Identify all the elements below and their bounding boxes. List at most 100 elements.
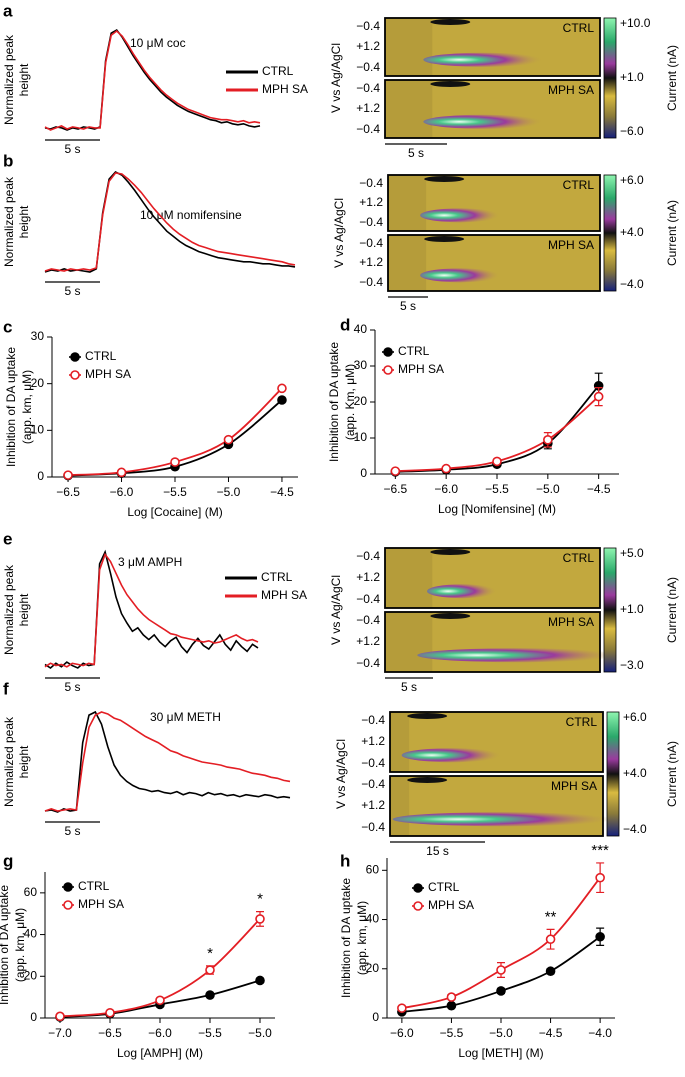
y-tick-label: −0.4 [356,613,380,627]
data-point [223,434,234,445]
x-tick-label: −5.5 [198,1026,222,1040]
data-point [441,463,451,474]
x-tick-label: −6.0 [110,485,134,499]
y-tick-label: −0.4 [361,756,385,770]
legend-label: MPH SA [261,588,307,602]
colorbar [603,174,617,292]
data-point [545,934,556,945]
x-tick-label: −6.0 [148,1026,172,1040]
y-tick-label: −0.4 [356,549,380,563]
data-point [55,1011,65,1022]
y-tick-label: −0.4 [359,176,383,190]
y-tick-label: +1.2 [356,39,380,53]
data-point [105,1007,115,1018]
data-point [205,965,215,975]
colorbar-label: −4.0 [620,277,644,291]
heatmap-panel-label: CTRL [563,21,595,35]
y-tick-label: −0.4 [356,122,380,136]
legend-marker [383,365,393,375]
data-point [63,470,73,480]
y-axis-label: height [17,205,31,238]
trace-line [44,711,291,812]
y-tick-label: 20 [24,968,38,982]
colorbar-label: +1.0 [620,70,644,84]
y-tick-label: −0.4 [359,236,383,250]
y-tick-label: 20 [354,394,368,408]
scale-bar-label: 5 s [64,680,80,694]
heatmap-blob [392,812,613,827]
legend-marker [383,347,393,357]
x-tick-label: −5.0 [489,1026,513,1040]
colorbar-title: Current (nA) [665,200,679,266]
y-tick-label: 10 [354,430,368,444]
trace-title: 10 μM coc [130,36,186,50]
trace-title: 10 μM nomifensine [140,208,242,222]
colorbar-label: −4.0 [623,822,647,836]
x-tick-label: −6.5 [56,485,80,499]
heatmap-background [390,712,603,772]
y-tick-label: −0.4 [356,19,380,33]
y-tick-label: 40 [366,912,380,926]
scale-bar-label: 5 s [401,680,417,694]
x-tick-label: −5.5 [163,485,187,499]
colorbar [603,17,617,139]
colorbar [606,711,620,837]
y-tick-label: 60 [24,885,38,899]
data-point [595,872,605,883]
colorbar-label: +4.0 [623,766,647,780]
heatmap-pre-region [390,776,410,836]
heatmap-blob [423,114,544,129]
x-tick-label: −6.5 [98,1026,122,1040]
x-tick-label: −6.0 [434,482,458,496]
heatmap-pre-region [385,18,433,76]
scale-bar-label: 5 s [64,142,80,156]
heatmap-blob [401,748,502,763]
heatmap-panel-label: CTRL [563,178,595,192]
panel-letter: d [340,315,350,334]
panel-letter: h [340,851,350,870]
data-point [595,931,605,942]
panel-letter: g [3,851,13,870]
y-tick-label: 0 [360,466,367,480]
heatmap-blob [417,648,618,663]
y-tick-label: 20 [366,961,380,975]
x-axis-label: Log [Nomifensine] (M) [438,502,556,516]
legend-label: CTRL [262,64,294,78]
data-point [155,995,165,1006]
y-tick-label: 0 [30,1010,37,1024]
colorbar-label: −3.0 [620,658,644,672]
heatmap-panel-label: MPH SA [551,779,597,793]
x-tick-label: −5.0 [536,482,560,496]
y-tick-label: −0.4 [359,215,383,229]
y-axis-label: V vs Ag/AgCl [329,575,343,645]
x-tick-label: −4.5 [587,482,611,496]
heatmap-dark-band [430,81,471,87]
heatmap-panel-label: CTRL [563,551,595,565]
significance-label: * [257,891,263,908]
trace-title: 30 μM METH [150,710,221,724]
data-point [255,914,265,924]
heatmap-pre-region [385,612,433,672]
scale-bar-label: 15 s [426,844,449,858]
heatmap-frame [387,234,601,292]
data-point [496,965,506,975]
colorbar-label: +5.0 [620,546,644,560]
y-axis-label: Inhibition of DA uptake [0,885,11,1005]
y-axis-label: height [17,593,31,626]
y-tick-label: −0.4 [361,777,385,791]
heatmap-frame [384,17,601,77]
y-axis-label: V vs Ag/AgCl [334,739,348,809]
x-tick-label: −5.0 [217,485,241,499]
heatmap-pre-region [388,235,427,291]
scale-bar-label: 5 s [64,824,80,838]
heatmap-frame [389,711,604,773]
heatmap-dark-band [407,713,448,719]
y-tick-label: 40 [354,322,368,336]
significance-label: * [207,945,213,962]
trace-title: 3 μM AMPH [118,555,182,569]
legend-label: MPH SA [428,898,474,912]
y-axis-label: (app. Km, μM) [343,364,357,440]
trace-line [44,552,259,668]
data-point [397,1003,407,1013]
x-tick-label: −6.0 [390,1026,414,1040]
